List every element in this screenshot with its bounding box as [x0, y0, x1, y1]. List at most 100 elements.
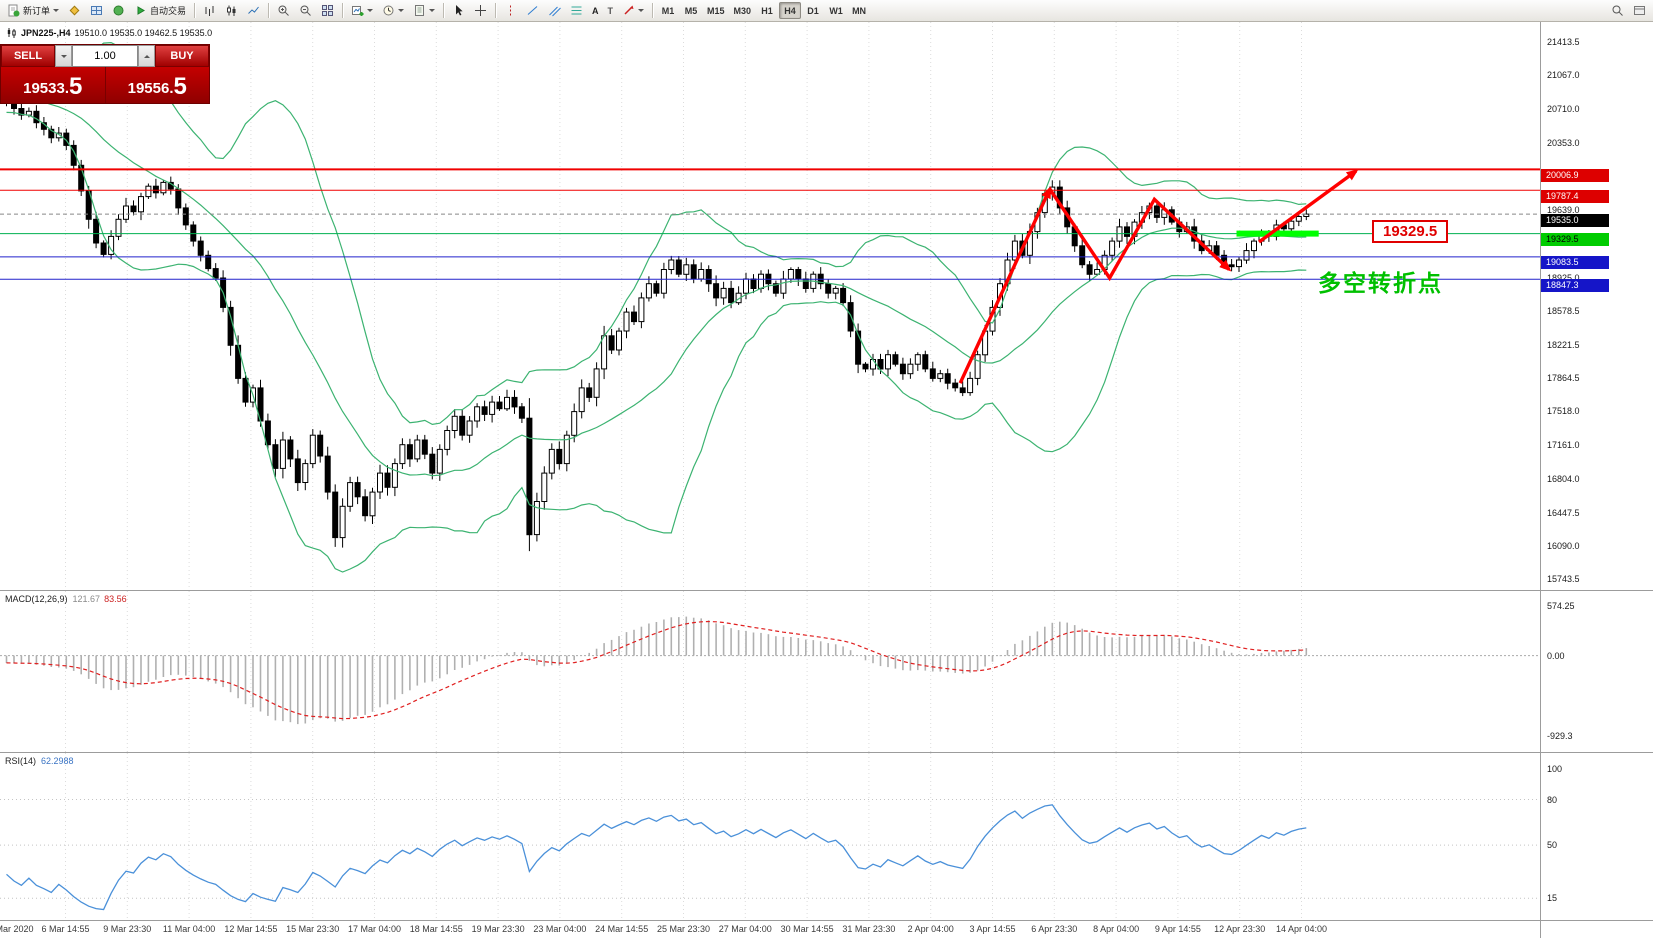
support-price-label[interactable]: 19329.5 [1372, 220, 1449, 243]
timeframe-m1-button[interactable]: M1 [657, 2, 679, 19]
panel-separator[interactable] [0, 752, 1653, 753]
crosshair-tool-button[interactable] [470, 1, 491, 20]
timeframe-h1-button[interactable]: H1 [756, 2, 778, 19]
sell-price[interactable]: 19533. 5 [1, 67, 105, 103]
time-axis-label: 3 Apr 14:55 [969, 924, 1016, 934]
text-tool-button[interactable]: A [588, 1, 603, 20]
search-button[interactable] [1607, 1, 1628, 20]
panel-separator[interactable] [0, 590, 1653, 591]
vertical-line-tool-button[interactable] [500, 1, 521, 20]
zoom-out-icon [299, 4, 312, 17]
price-axis-tick: 20710.0 [1547, 103, 1580, 114]
sell-button[interactable]: SELL [1, 45, 55, 67]
macd-label: MACD(12,26,9) 121.67 83.56 [5, 594, 127, 604]
templates-button[interactable] [409, 1, 439, 20]
buy-price-main: 19556. [127, 80, 174, 97]
timeframe-d1-button[interactable]: D1 [802, 2, 824, 19]
timeframe-h4-button[interactable]: H4 [779, 2, 802, 19]
candlestick-chart-button[interactable] [221, 1, 242, 20]
time-axis-label: 27 Mar 04:00 [718, 924, 772, 934]
label-tool-button[interactable]: T [604, 1, 618, 20]
signals-button[interactable] [108, 1, 129, 20]
template-icon [413, 4, 426, 17]
price-axis-tick: 15743.5 [1547, 574, 1580, 585]
new-order-button[interactable]: 新订单 [3, 1, 63, 20]
macd-panel-canvas[interactable] [0, 591, 1540, 752]
time-axis-label: 12 Apr 23:30 [1214, 924, 1266, 934]
toolbar-separator [495, 3, 497, 18]
play-icon [134, 4, 147, 17]
volume-decrease-button[interactable] [55, 45, 72, 67]
channel-icon [548, 4, 561, 17]
symbol-title: JPN225-,H4 [21, 27, 71, 38]
support-zone-highlight[interactable] [1236, 230, 1319, 237]
macd-signal-line [6, 620, 1307, 720]
crosshair-icon [474, 4, 487, 17]
cursor-icon [452, 4, 465, 17]
chevron-down-icon [638, 9, 645, 12]
horizontal-level-lines[interactable] [0, 168, 1540, 280]
fibonacci-tool-button[interactable] [566, 1, 587, 20]
timeframe-m30-button[interactable]: M30 [730, 2, 756, 19]
panel-separator[interactable] [0, 920, 1653, 921]
arrows-tool-button[interactable] [618, 1, 648, 20]
price-axis-tick: 21413.5 [1547, 37, 1580, 48]
text-tool-label: A [592, 5, 599, 16]
new-chart-button[interactable] [347, 1, 377, 20]
timeframe-m15-button[interactable]: M15 [703, 2, 729, 19]
main-chart-canvas[interactable] [0, 22, 1540, 590]
buy-button[interactable]: BUY [155, 45, 209, 67]
time-axis-label: 5 Mar 2020 [0, 924, 34, 934]
window-grid-icon [90, 4, 103, 17]
macd-signal-value: 83.56 [104, 594, 127, 604]
bar-chart-button[interactable] [199, 1, 220, 20]
market-button[interactable] [64, 1, 85, 20]
tile-windows-icon [321, 4, 334, 17]
diamond-icon [68, 4, 81, 17]
trendline-icon [526, 4, 539, 17]
profiles-button[interactable] [378, 1, 408, 20]
price-axis-tick: 21067.0 [1547, 70, 1580, 80]
timeframe-w1-button[interactable]: W1 [825, 2, 847, 19]
price-axis[interactable]: 21413.5 21067.0 20710.0 20353.0 19639.0 18925… [1540, 22, 1653, 938]
auto-trading-label: 自动交易 [150, 6, 187, 16]
zoom-in-icon [277, 4, 290, 17]
chevron-down-icon [53, 9, 60, 12]
rsi-label: RSI(14) 62.2988 [5, 756, 74, 766]
timeframe-m5-button[interactable]: M5 [680, 2, 702, 19]
trendline-tool-button[interactable] [522, 1, 543, 20]
candlestick-icon [225, 4, 238, 17]
zoom-out-button[interactable] [295, 1, 316, 20]
auto-trading-button[interactable]: 自动交易 [130, 1, 190, 20]
buy-price[interactable]: 19556. 5 [106, 67, 210, 103]
price-axis-tick: 19639.0 [1547, 205, 1580, 216]
rsi-axis-tick: 80 [1547, 794, 1558, 805]
time-axis-label: 9 Apr 14:55 [1154, 924, 1201, 934]
timeframe-mn-button[interactable]: MN [848, 2, 870, 19]
time-axis-label: 11 Mar 04:00 [162, 924, 216, 934]
trend-arrows[interactable] [958, 169, 1359, 384]
time-axis-label: 14 Apr 04:00 [1275, 924, 1328, 934]
rsi-axis-tick: 50 [1547, 840, 1558, 851]
price-level-badge: 20006.9 [1541, 168, 1609, 182]
panels-icon [1633, 4, 1646, 17]
panels-button[interactable] [1629, 1, 1650, 20]
cursor-tool-button[interactable] [448, 1, 469, 20]
macd-histogram [5, 616, 1308, 725]
charts-grid-button[interactable] [86, 1, 107, 20]
line-chart-button[interactable] [243, 1, 264, 20]
rsi-panel-canvas[interactable] [0, 753, 1540, 920]
time-axis-label: 9 Mar 23:30 [103, 924, 152, 934]
time-axis-label: 6 Apr 23:30 [1031, 924, 1078, 934]
time-axis[interactable]: 5 Mar 2020 6 Mar 14:55 9 Mar 23:30 11 Mar 0… [0, 921, 1540, 938]
channel-tool-button[interactable] [544, 1, 565, 20]
toolbar-separator [443, 3, 445, 18]
turning-point-label[interactable]: 多空转折点 [1318, 270, 1443, 296]
bar-chart-icon [203, 4, 216, 17]
macd-axis-tick: 0.00 [1547, 650, 1565, 661]
volume-increase-button[interactable] [138, 45, 155, 67]
volume-input[interactable] [72, 45, 138, 67]
zoom-in-button[interactable] [273, 1, 294, 20]
tile-windows-button[interactable] [317, 1, 338, 20]
